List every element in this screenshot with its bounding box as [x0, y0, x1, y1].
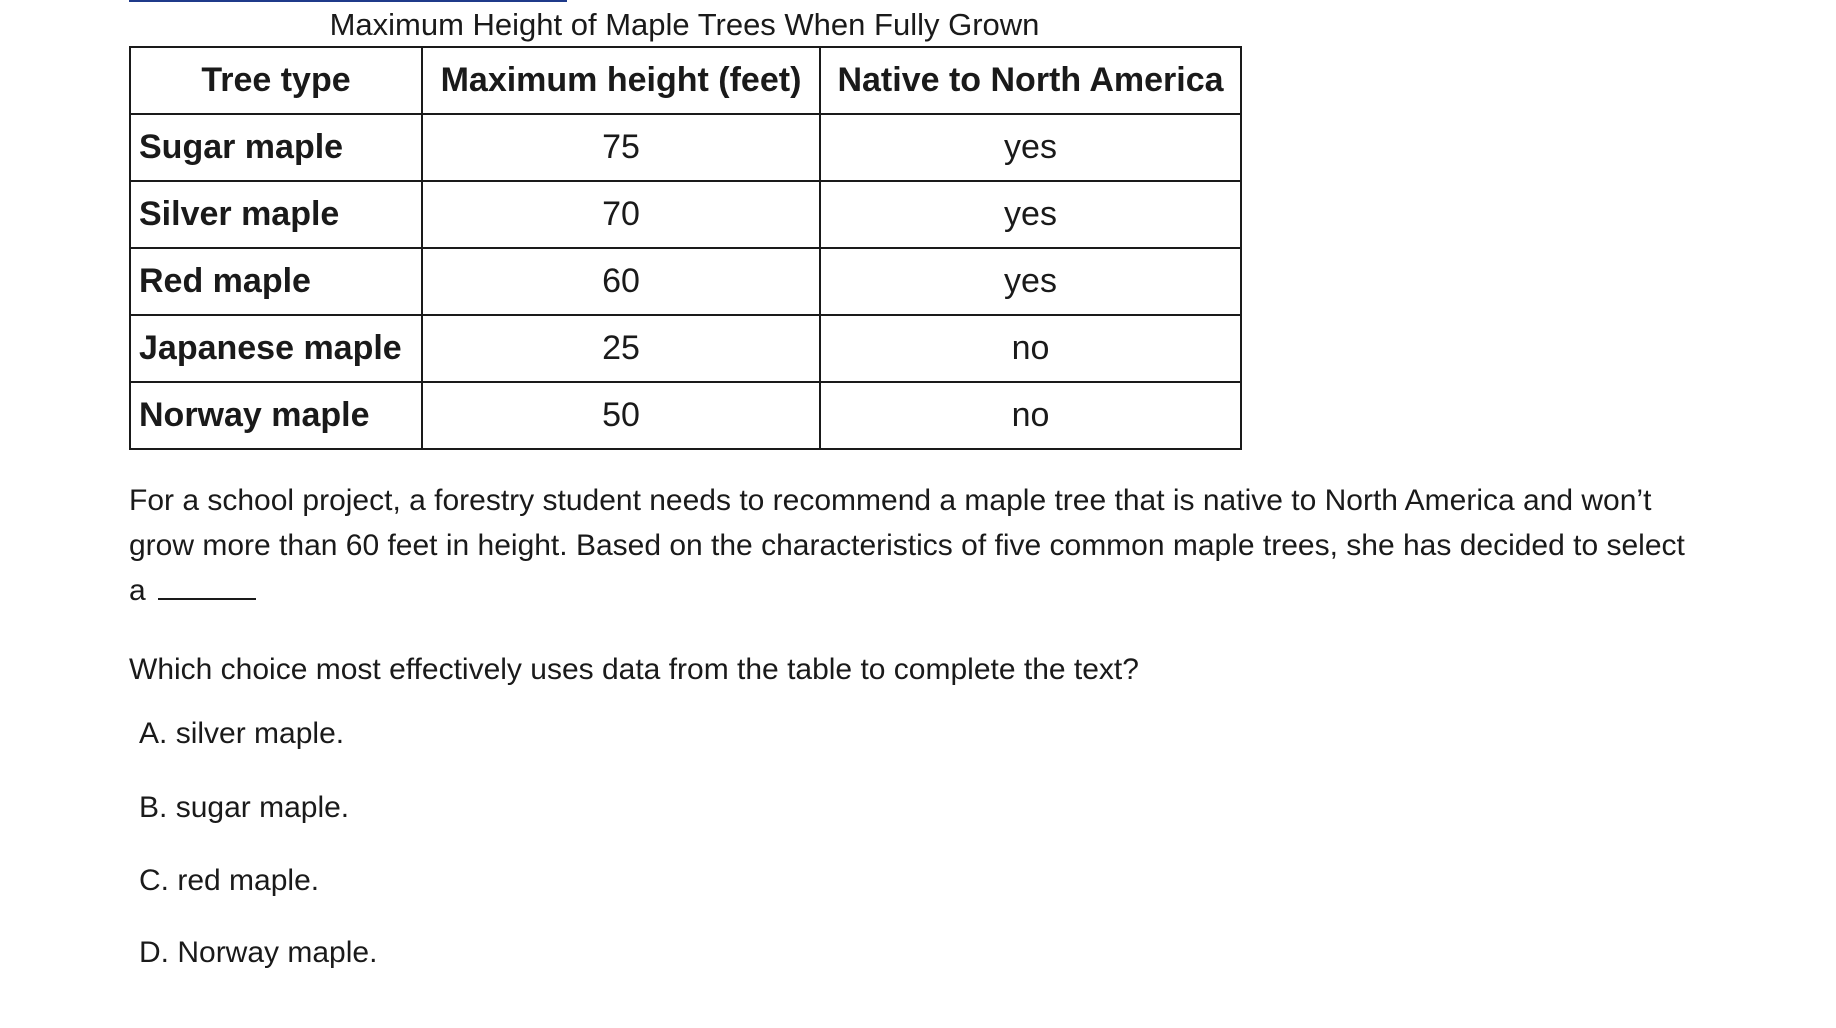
choice-text: silver maple.	[175, 717, 345, 750]
table-row: Japanese maple 25 no	[129, 314, 1242, 383]
choice-letter: C.	[139, 864, 169, 897]
passage-text: For a school project, a forestry student…	[129, 484, 1685, 607]
height-cell: 25	[421, 314, 821, 383]
tree-name-cell: Japanese maple	[129, 314, 423, 383]
tree-name-cell: Sugar maple	[129, 113, 423, 182]
native-cell: yes	[819, 247, 1242, 316]
header-native: Native to North America	[819, 46, 1242, 115]
top-divider	[129, 0, 567, 2]
table-row: Sugar maple 75 yes	[129, 113, 1242, 182]
height-cell: 60	[421, 247, 821, 316]
table-row: Red maple 60 yes	[129, 247, 1242, 316]
header-max-height: Maximum height (feet)	[421, 46, 821, 115]
choice-text: Norway maple.	[177, 936, 378, 969]
answer-choice-d[interactable]: D. Norway maple.	[139, 931, 377, 975]
header-tree-type: Tree type	[129, 46, 423, 115]
height-cell: 75	[421, 113, 821, 182]
question-prompt: Which choice most effectively uses data …	[129, 653, 1139, 686]
choice-letter: B.	[139, 791, 168, 824]
native-cell: no	[819, 381, 1242, 450]
choice-text: sugar maple.	[175, 791, 350, 824]
choice-letter: A.	[139, 717, 168, 750]
native-cell: yes	[819, 180, 1242, 249]
answer-choice-c[interactable]: C. red maple.	[139, 859, 319, 903]
height-cell: 50	[421, 381, 821, 450]
tree-name-cell: Silver maple	[129, 180, 423, 249]
answer-choice-a[interactable]: A. silver maple.	[139, 712, 344, 756]
table-row: Norway maple 50 no	[129, 381, 1242, 450]
tree-name-cell: Red maple	[129, 247, 423, 316]
height-cell: 70	[421, 180, 821, 249]
tree-name-cell: Norway maple	[129, 381, 423, 450]
maple-tree-table: Tree type Maximum height (feet) Native t…	[129, 46, 1242, 450]
table-row: Silver maple 70 yes	[129, 180, 1242, 249]
table-caption: Maximum Height of Maple Trees When Fully…	[329, 7, 1040, 42]
native-cell: no	[819, 314, 1242, 383]
choice-letter: D.	[139, 936, 169, 969]
answer-choice-b[interactable]: B. sugar maple.	[139, 786, 349, 830]
native-cell: yes	[819, 113, 1242, 182]
table-header-row: Tree type Maximum height (feet) Native t…	[129, 46, 1242, 115]
fill-in-blank	[158, 568, 257, 600]
choice-text: red maple.	[177, 864, 320, 897]
passage: For a school project, a forestry student…	[129, 478, 1689, 613]
